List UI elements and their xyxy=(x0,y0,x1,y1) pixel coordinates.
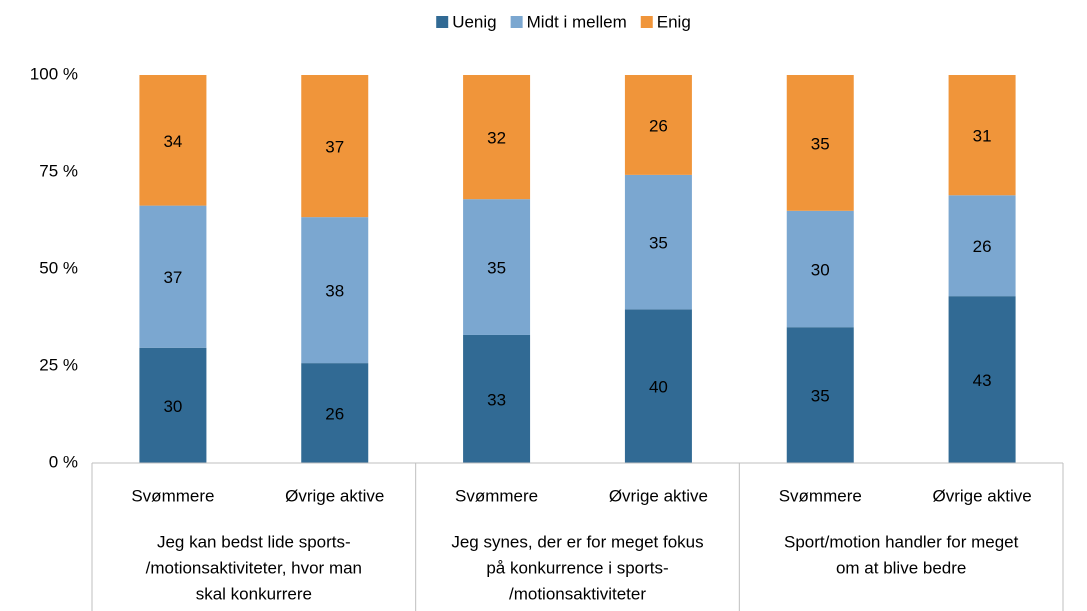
data-label: 31 xyxy=(973,127,992,146)
x-tick-label: Svømmere xyxy=(131,486,214,505)
y-tick-label: 25 % xyxy=(39,355,78,374)
bar-segment xyxy=(948,296,1016,463)
bar-segment xyxy=(786,327,854,463)
bar-segment xyxy=(948,75,1016,196)
data-label: 26 xyxy=(649,116,668,135)
x-tick-label: Svømmere xyxy=(779,486,862,505)
group-label: om at blive bedre xyxy=(836,558,966,577)
legend-label: Enig xyxy=(657,12,691,31)
data-label: 30 xyxy=(811,260,830,279)
bar-segment xyxy=(624,174,692,310)
bar-segment xyxy=(139,75,207,206)
data-label: 35 xyxy=(811,134,830,153)
data-label: 37 xyxy=(325,138,344,157)
data-label: 30 xyxy=(163,397,182,416)
data-label: 32 xyxy=(487,129,506,148)
bar-segment xyxy=(624,309,692,463)
bar-segment xyxy=(948,195,1016,297)
bar-segment xyxy=(624,75,692,175)
data-label: 38 xyxy=(325,282,344,301)
y-tick-label: 100 % xyxy=(30,64,78,83)
x-tick-label: Øvrige aktive xyxy=(285,486,384,505)
data-label: 33 xyxy=(487,390,506,409)
group-label: /motionsaktiviteter, hvor man xyxy=(146,558,362,577)
data-label: 40 xyxy=(649,378,668,397)
x-tick-label: Øvrige aktive xyxy=(609,486,708,505)
group-label: på konkurrence i sports- xyxy=(486,558,668,577)
data-label: 37 xyxy=(163,268,182,287)
bar-segment xyxy=(786,75,854,211)
legend-swatch xyxy=(436,16,449,28)
data-label: 43 xyxy=(973,371,992,390)
legend-label: Midt i mellem xyxy=(527,12,627,31)
data-label: 34 xyxy=(163,132,182,151)
data-label: 35 xyxy=(487,259,506,278)
bar-segment xyxy=(463,199,531,335)
bar-segment xyxy=(463,334,531,463)
bar-segment xyxy=(786,210,854,328)
data-label: 26 xyxy=(973,237,992,256)
bar-segment xyxy=(301,75,369,218)
bar-segment xyxy=(301,363,369,463)
data-label: 35 xyxy=(811,387,830,406)
group-label: Sport/motion handler for meget xyxy=(784,532,1019,551)
bar-segment xyxy=(301,217,369,364)
bar-segment xyxy=(139,347,207,463)
bar-segment xyxy=(463,75,531,200)
y-tick-label: 0 % xyxy=(49,452,78,471)
y-tick-label: 75 % xyxy=(39,161,78,180)
data-label: 35 xyxy=(649,234,668,253)
legend-swatch xyxy=(510,16,523,28)
legend-swatch xyxy=(640,16,653,28)
bar-segment xyxy=(139,205,207,348)
group-label: Jeg kan bedst lide sports- xyxy=(157,532,351,551)
legend-label: Uenig xyxy=(452,12,496,31)
group-label: /motionsaktiviteter xyxy=(509,584,646,603)
data-label: 26 xyxy=(325,405,344,424)
group-label: skal konkurrere xyxy=(196,584,312,603)
x-tick-label: Svømmere xyxy=(455,486,538,505)
y-tick-label: 50 % xyxy=(39,258,78,277)
group-label: Jeg synes, der er for meget fokus xyxy=(451,532,703,551)
x-tick-label: Øvrige aktive xyxy=(932,486,1031,505)
